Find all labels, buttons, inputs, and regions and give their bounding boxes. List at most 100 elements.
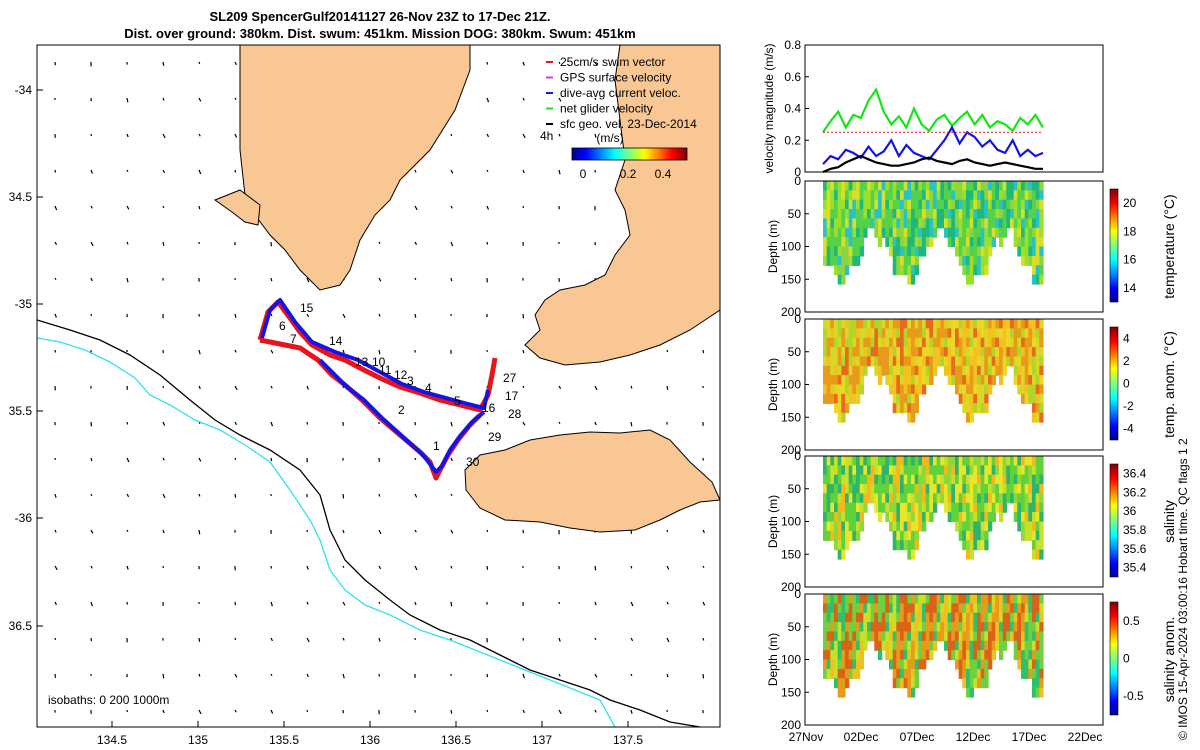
heatmap-cell [969, 199, 974, 210]
heatmap-cell [991, 199, 996, 210]
heatmap-cell [1032, 265, 1037, 276]
heatmap-cell [991, 603, 996, 614]
heatmap-cell [885, 347, 890, 358]
heatmap-cell [1021, 622, 1026, 633]
heatmap-cell [947, 328, 952, 339]
heatmap-cell [870, 209, 875, 220]
heatmap-cell [984, 209, 989, 220]
heatmap-cell [841, 246, 846, 257]
heatmap-cell [911, 337, 916, 348]
heatmap-cell [914, 512, 919, 523]
heatmap-cell [940, 603, 945, 614]
heatmap-cell [826, 365, 831, 376]
heatmap-cell [940, 190, 945, 201]
x-tick-label: 135.5 [269, 733, 299, 747]
heatmap-cell [969, 265, 974, 276]
sfc-vector [342, 349, 345, 354]
heatmap-cell [962, 502, 967, 513]
heatmap-cell [973, 181, 978, 191]
heatmap-cell [903, 484, 908, 495]
heatmap-cell [863, 347, 868, 358]
heatmap-cell [859, 365, 864, 376]
heatmap-cell [834, 218, 839, 229]
heatmap-cell [966, 319, 971, 329]
heatmap-cell [1006, 337, 1011, 348]
heatmap-cell [896, 612, 901, 623]
heatmap-cell [984, 678, 989, 689]
colorbar-tick: -4 [1123, 422, 1134, 436]
heatmap-cell [995, 493, 1000, 504]
heatmap-cell [859, 465, 864, 476]
heatmap-cell [1013, 502, 1018, 513]
heatmap-cell [977, 347, 982, 358]
sfc-vector [126, 205, 130, 210]
heatmap-cell [878, 337, 883, 348]
heatmap-cell [907, 640, 912, 651]
heatmap-cell [874, 502, 879, 513]
heatmap-cell [918, 209, 923, 220]
heatmap-cell [859, 650, 864, 661]
day-label: 13 [355, 355, 369, 369]
heatmap-cell [1024, 190, 1029, 201]
heatmap-cell [852, 356, 857, 367]
heatmap-cell [885, 328, 890, 339]
heatmap-cell [1032, 384, 1037, 395]
heatmap-cell [929, 631, 934, 642]
heatmap-cell [1010, 474, 1015, 485]
heatmap-cell [962, 659, 967, 670]
heatmap-cell [878, 484, 883, 495]
heatmap-cell [830, 356, 835, 367]
colorbar-tick: 0.4 [655, 167, 672, 181]
y-tick-label: 100 [781, 515, 801, 529]
heatmap-cell [977, 246, 982, 257]
heatmap-cell [973, 668, 978, 679]
heatmap-cell [1021, 347, 1026, 358]
heatmap-cell [1021, 181, 1026, 191]
heatmap-cell [863, 502, 868, 513]
heatmap-cell [1013, 375, 1018, 386]
heatmap-cell [969, 631, 974, 642]
heatmap-cell [896, 365, 901, 376]
sfc-vector [630, 673, 633, 677]
heatmap-cell [922, 218, 927, 229]
sfc-vector [54, 241, 58, 246]
heatmap-cell [1032, 199, 1037, 210]
heatmap-cell [918, 375, 923, 386]
heatmap-cell [870, 594, 875, 604]
heatmap-cell [834, 237, 839, 248]
heatmap-cell [889, 493, 894, 504]
heatmap-cell [958, 347, 963, 358]
heatmap-cell [1028, 328, 1033, 339]
heatmap-cell [1021, 484, 1026, 495]
heatmap-cell [995, 337, 1000, 348]
heatmap-cell [973, 484, 978, 495]
heatmap-cell [1039, 181, 1044, 191]
heatmap-cell [922, 650, 927, 661]
heatmap-cell [837, 530, 842, 541]
heatmap-cell [1032, 356, 1037, 367]
heatmap-cell [977, 678, 982, 689]
heatmap-cell [991, 337, 996, 348]
heatmap-cell [823, 319, 828, 329]
heatmap-cell [896, 668, 901, 679]
heatmap-cell [962, 218, 967, 229]
heatmap-cell [826, 218, 831, 229]
heatmap-cell [867, 319, 872, 329]
heatmap-cell [848, 393, 853, 404]
heatmap-cell [837, 181, 842, 191]
heatmap-cell [1032, 328, 1037, 339]
heatmap-cell [988, 493, 993, 504]
heatmap-cell [830, 622, 835, 633]
x-tick-label: 137 [532, 733, 552, 747]
heatmap-cell [914, 502, 919, 513]
heatmap-cell [1028, 650, 1033, 661]
heatmap-cell [896, 640, 901, 651]
heatmap-cell [1028, 246, 1033, 257]
heatmap-cell [889, 659, 894, 670]
heatmap-cell [885, 218, 890, 229]
heatmap-cell [988, 199, 993, 210]
heatmap-cell [900, 493, 905, 504]
heatmap-cell [1010, 465, 1015, 476]
heatmap-cell [1021, 631, 1026, 642]
sfc-vector [666, 637, 670, 643]
